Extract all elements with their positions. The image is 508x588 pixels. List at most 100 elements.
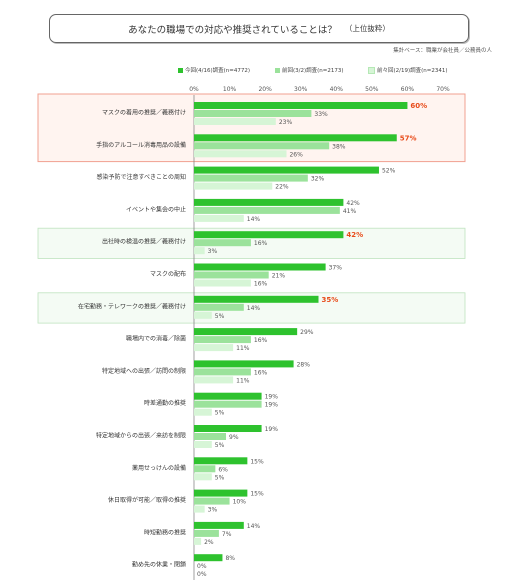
x-tick-label: 0%: [189, 86, 199, 93]
bar-before-previous: [194, 214, 244, 222]
bar-current: [194, 134, 397, 142]
bar-previous: [194, 110, 312, 117]
bar-previous: [194, 465, 216, 473]
legend-swatch-before-previous: [368, 66, 375, 74]
x-tick-label: 30%: [294, 86, 308, 93]
data-label: 28%: [297, 361, 311, 368]
data-label: 16%: [254, 337, 268, 344]
data-label: 35%: [322, 296, 339, 304]
data-label: 16%: [254, 369, 268, 376]
data-label: 22%: [275, 184, 289, 191]
bar-before-previous: [194, 150, 287, 158]
category-label: 出社時の検温の推奨／義務付け: [102, 238, 186, 246]
chart-title: あなたの職場での対応や推奨されていることは？: [128, 24, 337, 36]
bar-before-previous: [194, 505, 205, 513]
legend-label-before-previous: 前々回(2/19)調査(n=2341): [377, 68, 448, 74]
bar-current: [194, 328, 298, 336]
bar-previous: [194, 368, 251, 376]
bar-previous: [194, 174, 308, 182]
data-label: 19%: [265, 402, 279, 409]
x-tick-label: 20%: [258, 86, 272, 93]
data-label: 8%: [225, 555, 235, 562]
data-label: 16%: [254, 281, 268, 288]
data-label: 33%: [314, 111, 328, 118]
bar-current: [194, 489, 248, 497]
legend-label-previous: 前回(3/2)調査(n=2173): [282, 68, 344, 74]
category-label: 時差通勤の推奨: [144, 399, 186, 407]
x-tick-label: 50%: [365, 86, 379, 93]
bar-before-previous: [194, 537, 202, 545]
bar-previous: [194, 271, 269, 279]
data-label: 19%: [265, 394, 279, 401]
data-label: 57%: [400, 134, 417, 142]
bar-before-previous: [194, 441, 212, 448]
category-label: 薬用せっけんの設備: [132, 464, 186, 472]
data-label: 11%: [236, 377, 250, 384]
data-label: 10%: [233, 499, 247, 506]
category-label: 時短勤務の推奨: [144, 528, 186, 536]
category-label: マスクの配布: [150, 270, 186, 278]
bar-previous: [194, 400, 262, 408]
data-label: 2%: [204, 539, 214, 546]
data-label: 15%: [250, 491, 264, 498]
bar-current: [194, 392, 262, 400]
bar-before-previous: [194, 344, 234, 352]
data-label: 14%: [247, 305, 261, 312]
category-label: 勤め先の休業・閉鎖: [132, 561, 186, 569]
data-label: 42%: [346, 200, 360, 207]
data-label: 14%: [247, 523, 261, 530]
data-label: 23%: [279, 119, 293, 126]
category-label: 特定地域への出張／訪問の制限: [102, 367, 186, 375]
category-label: 手指のアルコール消毒用品の設備: [96, 141, 186, 149]
bar-current: [194, 102, 408, 109]
bar-current: [194, 263, 326, 271]
bar-before-previous: [194, 376, 234, 384]
category-label: マスクの着用の推奨／義務付け: [102, 109, 186, 117]
data-label: 26%: [289, 151, 303, 158]
bar-previous: [194, 239, 251, 247]
x-tick-label: 10%: [223, 86, 237, 93]
bar-current: [194, 425, 262, 432]
data-label: 0%: [197, 563, 207, 570]
data-label: 3%: [208, 248, 218, 255]
bar-before-previous: [194, 473, 212, 481]
bar-before-previous: [194, 279, 251, 287]
legend-swatch-previous: [275, 67, 280, 73]
bar-previous: [194, 142, 330, 150]
data-label: 29%: [300, 329, 314, 336]
data-label: 6%: [218, 466, 228, 473]
data-label: 19%: [265, 426, 279, 433]
bar-current: [194, 231, 344, 239]
data-label: 38%: [332, 143, 346, 150]
bar-current: [194, 295, 319, 303]
category-label: 在宅勤務・テレワークの推奨／義務付け: [78, 302, 186, 310]
data-label: 0%: [197, 571, 207, 578]
bar-before-previous: [194, 311, 212, 319]
x-tick-label: 70%: [436, 86, 450, 93]
x-tick-label: 60%: [401, 86, 415, 93]
bar-previous: [194, 529, 219, 537]
data-label: 41%: [343, 208, 357, 215]
category-label: 職場内での消毒／除菌: [126, 335, 186, 343]
category-label: 休日取得が可能／取得の推奨: [108, 496, 186, 504]
bar-before-previous: [194, 118, 276, 125]
data-label: 14%: [247, 216, 261, 223]
data-label: 3%: [208, 507, 218, 514]
bar-before-previous: [194, 247, 205, 255]
bar-current: [194, 554, 223, 562]
legend-item-current: 今回(4/16)調査(n=4772): [178, 66, 250, 74]
data-label: 5%: [215, 313, 225, 320]
category-label: 感染予防で注意すべきことの周知: [96, 173, 186, 181]
data-label: 21%: [272, 273, 286, 280]
chart-title-box: あなたの職場での対応や推奨されていることは？ （上位抜粋）: [49, 14, 469, 43]
bar-current: [194, 521, 244, 529]
bar-previous: [194, 303, 244, 311]
data-label: 37%: [329, 265, 343, 272]
legend-item-before-previous: 前々回(2/19)調査(n=2341): [368, 66, 448, 74]
data-label: 52%: [382, 168, 396, 175]
bar-current: [194, 360, 294, 368]
legend-item-previous: 前回(3/2)調査(n=2173): [275, 66, 344, 74]
chart-title-sub: （上位抜粋）: [344, 24, 390, 33]
bar-previous: [194, 497, 230, 505]
